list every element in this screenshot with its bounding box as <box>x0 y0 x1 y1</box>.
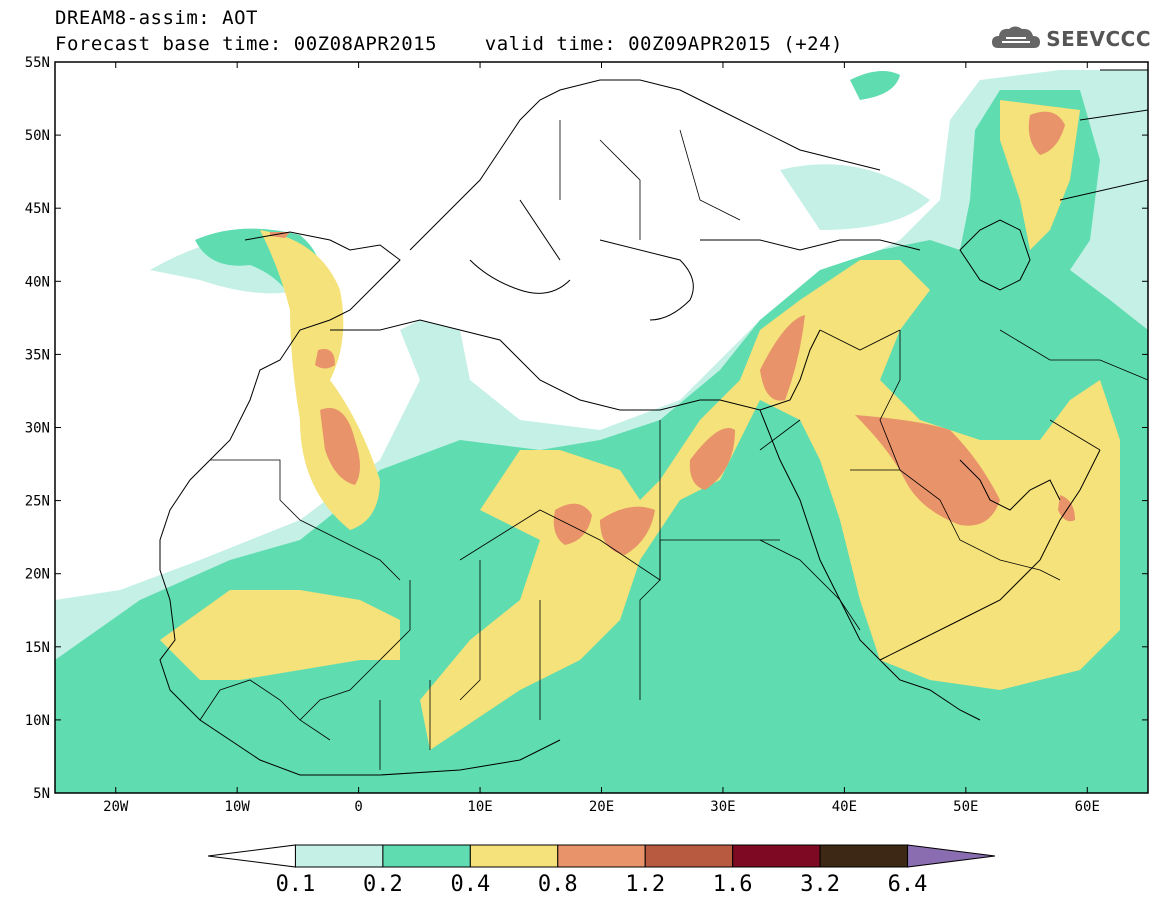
lon-tick-label: 60E <box>1075 799 1100 815</box>
country-borders <box>199 120 1148 770</box>
colorbar: 0.1 0.2 0.4 0.8 1.2 1.6 3.2 6.4 <box>207 844 996 897</box>
colorbar-label: 1.2 <box>625 872 665 897</box>
lat-tick-label: 50N <box>25 128 50 144</box>
colorbar-segment <box>294 844 384 868</box>
colorbar-segment <box>557 844 646 868</box>
lat-tick-label: 15N <box>25 640 50 656</box>
lat-tick-label: 55N <box>25 55 50 71</box>
lon-tick-label: 20E <box>589 799 614 815</box>
lon-tick-label: 50E <box>953 799 978 815</box>
seevccc-logo: SEEVCCC <box>990 24 1151 54</box>
lat-tick-label: 25N <box>25 494 50 510</box>
lon-tick-label: 20W <box>103 799 129 815</box>
colorbar-segment <box>469 844 559 868</box>
lat-tick-label: 30N <box>25 421 50 437</box>
colorbar-segment <box>819 844 909 868</box>
forecast-time-line: Forecast base time: 00Z08APR2015 valid t… <box>55 33 843 55</box>
lat-tick-label: 10N <box>25 713 50 729</box>
lat-tick-label: 45N <box>25 201 50 217</box>
colorbar-label: 0.2 <box>363 872 403 897</box>
lat-tick-label: 35N <box>25 347 50 363</box>
chart-title: DREAM8-assim: AOT <box>55 7 258 29</box>
coastlines <box>159 69 1148 776</box>
colorbar-label: 0.8 <box>538 872 578 897</box>
lon-tick-label: 10W <box>225 799 251 815</box>
lon-tick-label: 40E <box>832 799 857 815</box>
colorbar-label: 0.1 <box>276 872 316 897</box>
lat-tick-label: 40N <box>25 274 50 290</box>
colorbar-label: 6.4 <box>888 872 928 897</box>
aot-field <box>55 62 1148 793</box>
logo-text: SEEVCCC <box>1046 27 1151 51</box>
colorbar-segment <box>644 844 734 868</box>
lon-tick-label: 30E <box>710 799 735 815</box>
colorbar-label: 0.4 <box>450 872 490 897</box>
colorbar-low-triangle <box>207 844 296 868</box>
lat-tick-label: 5N <box>33 786 50 802</box>
lat-tick-label: 20N <box>25 567 50 583</box>
colorbar-label: 3.2 <box>800 872 840 897</box>
cloud-logo-icon <box>992 26 1041 48</box>
lon-tick-label: 0 <box>354 799 362 815</box>
colorbar-high-triangle <box>907 844 996 868</box>
colorbar-segment <box>382 844 471 868</box>
colorbar-label: 1.6 <box>713 872 753 897</box>
lon-tick-label: 10E <box>467 799 492 815</box>
colorbar-segment <box>732 844 821 868</box>
axis-labels: 20W 10W 0 10E 20E 30E 40E 50E 60E 55N 50N 45N 40N 35N… <box>25 55 1148 815</box>
